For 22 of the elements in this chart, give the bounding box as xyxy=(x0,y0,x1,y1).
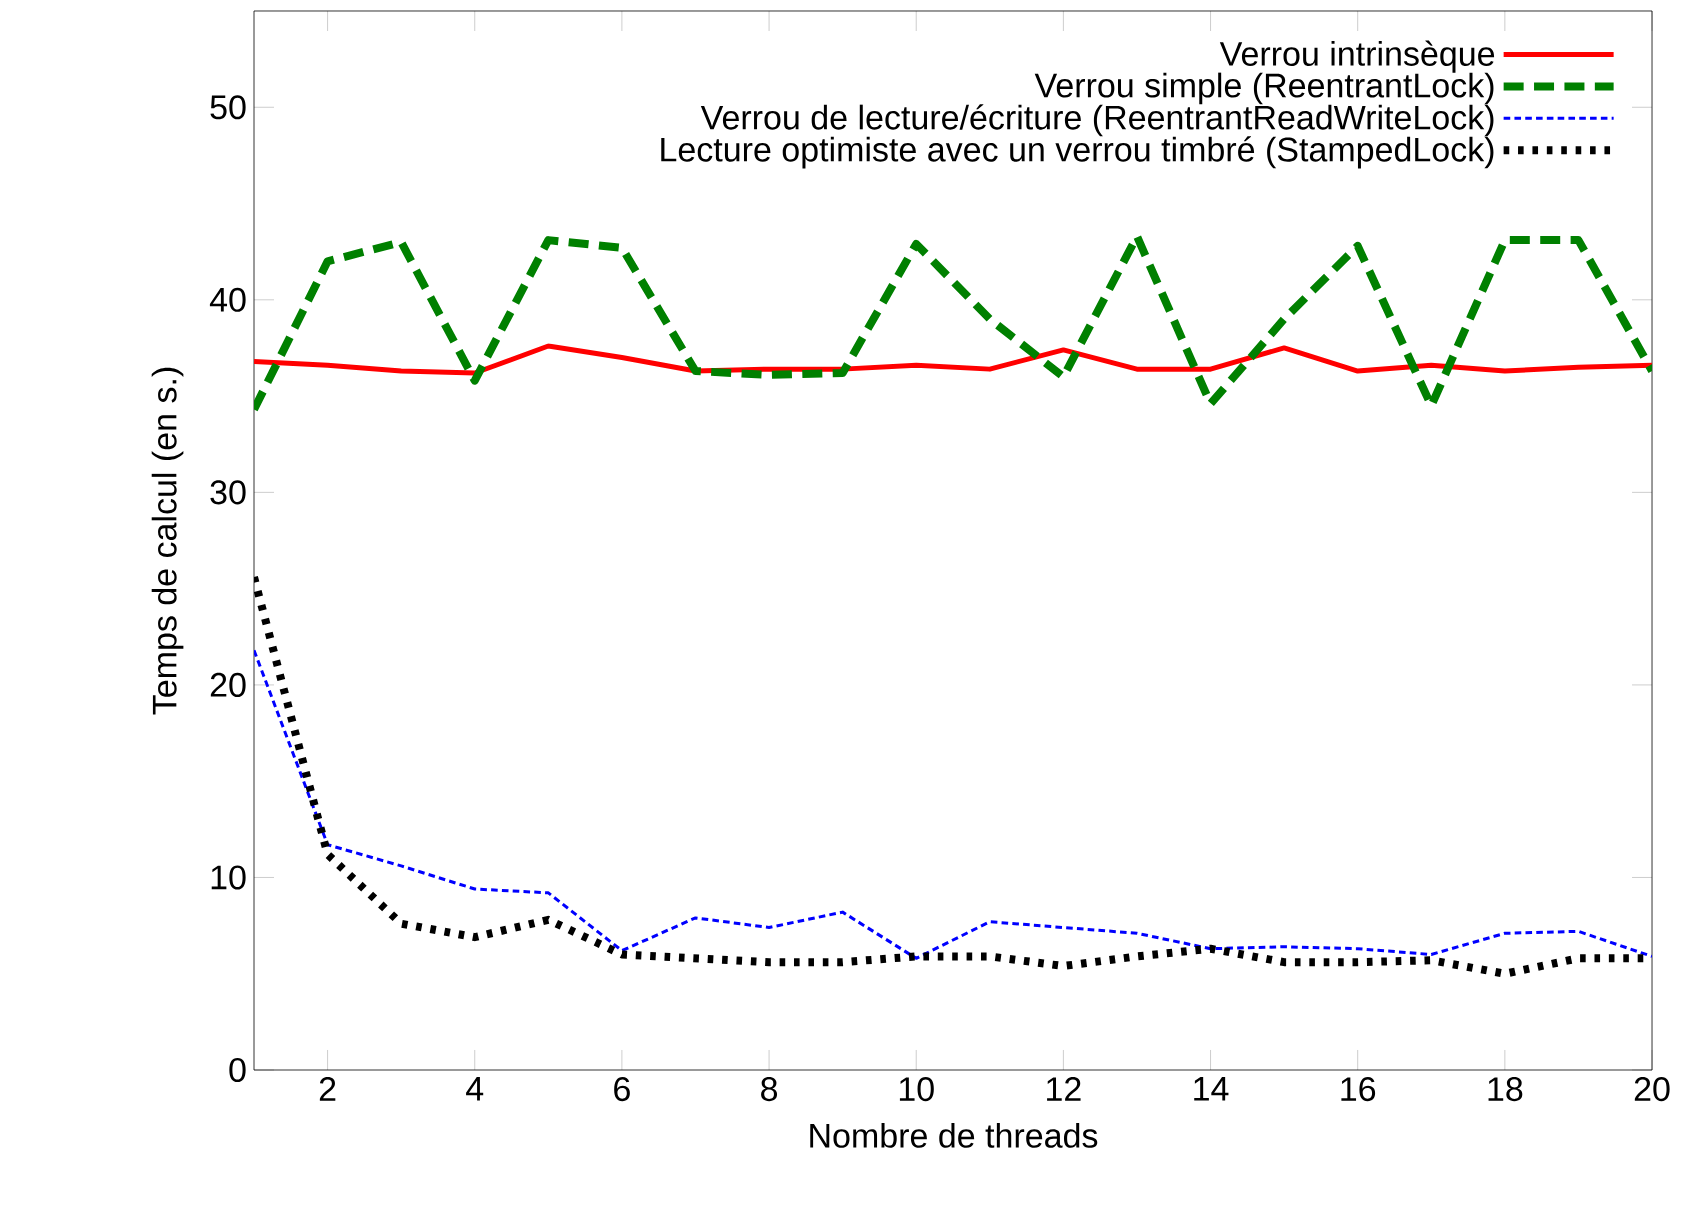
legend-label: Lecture optimiste avec un verrou timbré (StampedLock) xyxy=(661,136,1494,169)
y-tick-label: 0 xyxy=(229,1057,246,1083)
x-tick-label: 6 xyxy=(614,1077,630,1102)
x-tick-label: 16 xyxy=(1341,1077,1376,1102)
y-tick-label: 50 xyxy=(210,95,246,120)
legend-label: Verrou de lecture/écriture (ReentrantReadWriteLock) xyxy=(700,104,1494,137)
x-tick-label: 10 xyxy=(899,1077,934,1102)
x-axis-title: Nombre de threads xyxy=(810,1122,1098,1148)
x-tick-label: 20 xyxy=(1634,1077,1670,1102)
x-tick-label: 12 xyxy=(1047,1077,1081,1101)
x-tick-label: 4 xyxy=(466,1077,484,1101)
x-tick-label: 8 xyxy=(761,1077,778,1102)
y-axis-title: Temps de calcul (en s.) xyxy=(151,367,184,715)
y-tick-label: 20 xyxy=(210,672,246,697)
y-tick-label: 40 xyxy=(209,287,246,312)
y-tick-label: 30 xyxy=(210,480,246,505)
y-tick-label: 10 xyxy=(211,865,246,890)
legend-label: Verrou intrinsèque xyxy=(1219,40,1495,73)
legend-label: Verrou simple (ReentrantLock) xyxy=(1034,72,1494,105)
x-tick-label: 2 xyxy=(319,1077,336,1101)
x-tick-label: 18 xyxy=(1488,1077,1523,1102)
x-tick-label: 14 xyxy=(1194,1077,1229,1101)
